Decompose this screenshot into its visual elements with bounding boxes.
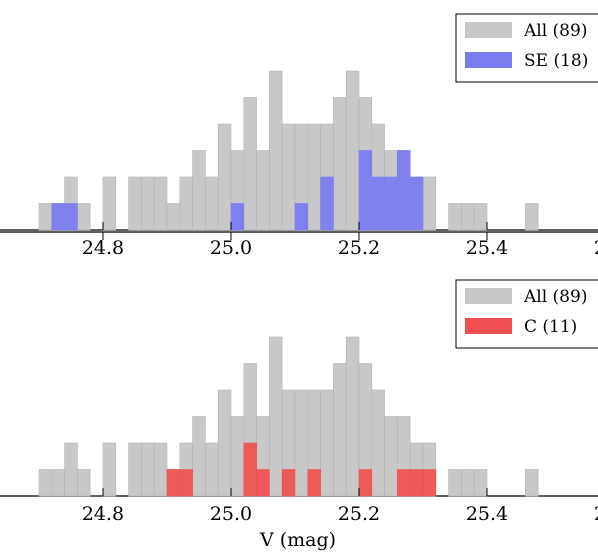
histogram-bar bbox=[461, 203, 475, 231]
histogram-bar bbox=[397, 469, 411, 497]
x-tick-label: 25.4 bbox=[466, 503, 508, 525]
histogram-bar bbox=[205, 176, 219, 231]
histogram-bar bbox=[179, 469, 193, 497]
histogram-bar bbox=[345, 336, 360, 497]
histogram-bar bbox=[473, 203, 488, 231]
series-1-bars bbox=[166, 442, 437, 497]
x-tick-label: 25.2 bbox=[338, 237, 380, 259]
legend: All (89) SE (18) bbox=[455, 13, 598, 83]
histogram-bar bbox=[230, 416, 245, 497]
histogram-bar bbox=[179, 176, 193, 231]
histogram-bar bbox=[166, 469, 181, 497]
histogram-bar bbox=[51, 469, 65, 497]
histogram-bar bbox=[294, 389, 309, 497]
histogram-bar bbox=[525, 469, 539, 497]
series-1-bars bbox=[51, 150, 424, 231]
x-tick-label: 25.6 bbox=[594, 237, 598, 259]
histogram-bar bbox=[141, 176, 155, 231]
histogram-bar bbox=[307, 123, 321, 231]
histogram-bar bbox=[166, 203, 181, 231]
histogram-bar bbox=[345, 70, 360, 231]
series-0-bars bbox=[38, 70, 539, 231]
histogram-bar bbox=[256, 469, 270, 497]
legend-swatch bbox=[465, 318, 512, 334]
histogram-bar bbox=[217, 123, 232, 231]
histogram-bar bbox=[307, 469, 321, 497]
x-tick-label: 24.8 bbox=[82, 237, 124, 259]
histogram-bar bbox=[77, 469, 91, 497]
histogram-bar bbox=[64, 442, 78, 497]
x-tick-label: 25.6 bbox=[594, 503, 598, 525]
histogram-bar bbox=[256, 150, 270, 231]
histogram-bar bbox=[230, 203, 245, 231]
histogram-bar bbox=[384, 416, 398, 497]
histogram-bar bbox=[371, 176, 385, 231]
legend-label: All (89) bbox=[523, 287, 587, 307]
histogram-bar bbox=[192, 416, 206, 497]
histogram-bar bbox=[38, 203, 53, 231]
histogram-bar bbox=[153, 176, 168, 231]
histogram-bar bbox=[192, 150, 206, 231]
histogram-bar bbox=[269, 336, 283, 497]
x-tick-label: 25.0 bbox=[210, 237, 252, 259]
histogram-bar bbox=[333, 97, 347, 231]
legend-label: SE (18) bbox=[524, 51, 588, 71]
histogram-bar bbox=[77, 203, 91, 231]
histogram-bar bbox=[205, 442, 219, 497]
legend: All (89) C (11) bbox=[455, 279, 598, 349]
histogram-bar bbox=[409, 176, 424, 231]
histogram-bar bbox=[409, 469, 424, 497]
histogram-bar bbox=[281, 123, 296, 231]
histogram-bar bbox=[397, 150, 411, 231]
histogram-bar bbox=[525, 203, 539, 231]
histogram-bar bbox=[102, 442, 117, 497]
histogram-bar bbox=[473, 469, 488, 497]
x-tick-label: 24.8 bbox=[82, 503, 124, 525]
histogram-bar bbox=[320, 389, 334, 497]
legend-label: C (11) bbox=[524, 317, 577, 337]
histogram-bar bbox=[243, 97, 257, 231]
histogram-bar bbox=[333, 363, 347, 497]
histogram-bar bbox=[371, 389, 385, 497]
histogram-bar bbox=[51, 203, 65, 231]
histogram-bar bbox=[153, 442, 168, 497]
histogram-bar bbox=[243, 442, 257, 497]
histogram-bar bbox=[384, 176, 398, 231]
legend-swatch bbox=[465, 52, 512, 68]
histogram-bar bbox=[64, 203, 78, 231]
histogram-bar bbox=[422, 176, 437, 231]
histogram-bar bbox=[320, 176, 334, 231]
histogram-bar bbox=[128, 442, 142, 497]
histogram-bar bbox=[38, 469, 53, 497]
histogram-bar bbox=[269, 70, 283, 231]
histogram-bar bbox=[461, 469, 475, 497]
histogram-bar bbox=[358, 469, 373, 497]
histogram-bar bbox=[281, 469, 296, 497]
x-tick-label: 25.0 bbox=[210, 503, 252, 525]
histogram-bar bbox=[358, 150, 373, 231]
histogram-bar bbox=[448, 469, 462, 497]
histogram-bar bbox=[294, 203, 309, 231]
histogram-bar bbox=[141, 442, 155, 497]
legend-swatch bbox=[465, 22, 512, 38]
legend-label: All (89) bbox=[523, 21, 587, 41]
x-axis-label: V (mag) bbox=[259, 529, 336, 551]
panel-bottom-histogram: 24.8 25.0 25.2 25.4 25.6 All (89) C (11) bbox=[0, 231, 598, 525]
histogram-bar bbox=[448, 203, 462, 231]
histogram-bar bbox=[217, 389, 232, 497]
histogram-bar bbox=[128, 176, 142, 231]
legend-swatch bbox=[465, 288, 512, 304]
histogram-bar bbox=[102, 176, 117, 231]
histogram-bar bbox=[422, 469, 437, 497]
panel-top-histogram: 24.8 25.0 25.2 25.4 25.6 All (89) SE (18) bbox=[0, 13, 598, 259]
x-tick-label: 25.4 bbox=[466, 237, 508, 259]
x-tick-label: 25.2 bbox=[338, 503, 380, 525]
